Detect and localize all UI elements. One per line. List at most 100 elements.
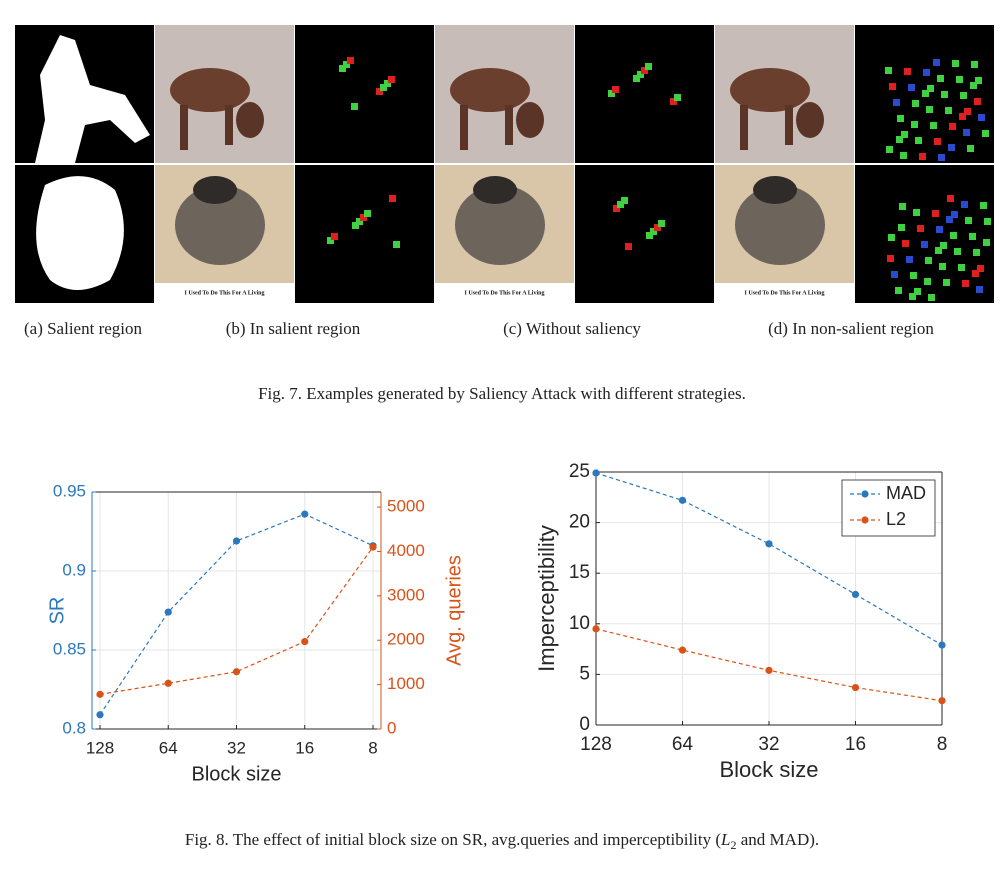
y2-axis-label: Avg. queries — [443, 555, 465, 666]
perturbation-block — [959, 113, 966, 120]
perturbation-block — [888, 234, 895, 241]
perturbation-block — [946, 216, 953, 223]
data-point — [592, 625, 600, 633]
data-point — [765, 666, 773, 674]
x-tick-label: 64 — [159, 738, 178, 757]
perturbation-block — [973, 249, 980, 256]
perturbation-block — [376, 88, 383, 95]
perturbation-block — [886, 146, 893, 153]
subcaption: (a) Salient region — [24, 319, 143, 338]
perturbation-block — [927, 85, 934, 92]
x-tick-label: 16 — [295, 738, 314, 757]
perturbation-block — [926, 106, 933, 113]
data-point — [164, 608, 172, 616]
perturbation-block — [976, 286, 983, 293]
perturbation-map — [575, 25, 714, 163]
perturbation-block — [977, 265, 984, 272]
perturbation-block — [938, 154, 945, 161]
perturbation-block — [934, 138, 941, 145]
legend-marker — [861, 490, 869, 498]
figure-caption: Fig. 8. The effect of initial block size… — [185, 830, 819, 852]
perturbation-block — [982, 130, 989, 137]
perturbation-block — [958, 264, 965, 271]
perturbation-block — [965, 217, 972, 224]
perturbation-block — [919, 153, 926, 160]
x-tick-label: 32 — [758, 734, 779, 755]
perturbation-block — [917, 225, 924, 232]
data-point — [301, 637, 309, 646]
perturbation-block — [384, 80, 391, 87]
perturbation-block — [891, 271, 898, 278]
photo-dog — [450, 68, 530, 112]
perturbation-block — [617, 201, 624, 208]
perturbation-block — [983, 239, 990, 246]
perturbation-block — [897, 115, 904, 122]
mask-shape — [36, 176, 124, 290]
perturbation-block — [923, 69, 930, 76]
photo-strip — [155, 283, 294, 303]
perturbation-block — [641, 67, 648, 74]
perturbation-block — [674, 94, 681, 101]
perturbation-block — [910, 272, 917, 279]
perturbation-block — [952, 60, 959, 67]
photo-text: I Used To Do This For A Living — [465, 290, 545, 296]
perturbation-block — [331, 233, 338, 240]
x-tick-label: 8 — [937, 734, 948, 755]
photo-text: I Used To Do This For A Living — [745, 290, 825, 296]
photo-dog-leg — [180, 105, 188, 150]
perturbation-block — [943, 279, 950, 286]
perturbation-block — [389, 195, 396, 202]
y2-tick-label: 4000 — [387, 541, 425, 560]
legend-label: L2 — [886, 509, 906, 529]
perturbation-block — [658, 220, 665, 227]
data-point — [678, 646, 687, 654]
data-point — [851, 590, 860, 599]
perturbation-block — [900, 152, 907, 159]
perturbation-block — [933, 59, 940, 66]
perturbation-block — [885, 67, 892, 74]
photo-dog-leg — [505, 105, 513, 145]
perturbation-block — [352, 222, 359, 229]
x-tick-label: 32 — [227, 738, 246, 757]
perturbation-block — [893, 99, 900, 106]
caption-subscript: 2 — [731, 838, 737, 852]
perturbation-block — [637, 71, 644, 78]
perturbation-block — [360, 214, 367, 221]
x-axis-label: Block size — [719, 757, 818, 782]
perturbation-block — [970, 82, 977, 89]
y-tick-label: 20 — [569, 512, 590, 533]
perturbation-block — [646, 232, 653, 239]
photo-beetle — [175, 185, 265, 265]
chart: 0 5 10 15 20 25 128 64 32 16 8 Block size Impercepti… — [534, 461, 947, 782]
x-tick-label: 8 — [368, 738, 377, 757]
perturbation-block — [940, 242, 947, 249]
perturbation-block — [650, 228, 657, 235]
photo-text: I Used To Do This For A Living — [185, 290, 265, 296]
perturbation-block — [901, 131, 908, 138]
perturbation-block — [899, 203, 906, 210]
perturbation-block — [974, 98, 981, 105]
perturbation-block — [906, 256, 913, 263]
legend-label: MAD — [886, 483, 926, 503]
perturbation-block — [984, 218, 991, 225]
perturbation-block — [963, 129, 970, 136]
perturbation-block — [956, 76, 963, 83]
data-point — [301, 510, 309, 518]
perturbation-block — [887, 255, 894, 262]
x-axis-label: Block size — [191, 763, 281, 785]
photo-dog — [170, 68, 250, 112]
perturbation-block — [922, 90, 929, 97]
perturbation-block — [949, 123, 956, 130]
perturbation-block — [645, 63, 652, 70]
y2-tick-label: 2000 — [387, 630, 425, 649]
perturbation-block — [896, 136, 903, 143]
perturbation-block — [633, 75, 640, 82]
perturbation-block — [947, 195, 954, 202]
y2-tick-label: 0 — [387, 718, 396, 737]
perturbation-block — [948, 144, 955, 151]
perturbation-block — [951, 211, 958, 218]
perturbation-block — [962, 280, 969, 287]
perturbation-block — [932, 210, 939, 217]
photo-beetle-head — [473, 176, 517, 204]
photo-beetle — [735, 185, 825, 265]
